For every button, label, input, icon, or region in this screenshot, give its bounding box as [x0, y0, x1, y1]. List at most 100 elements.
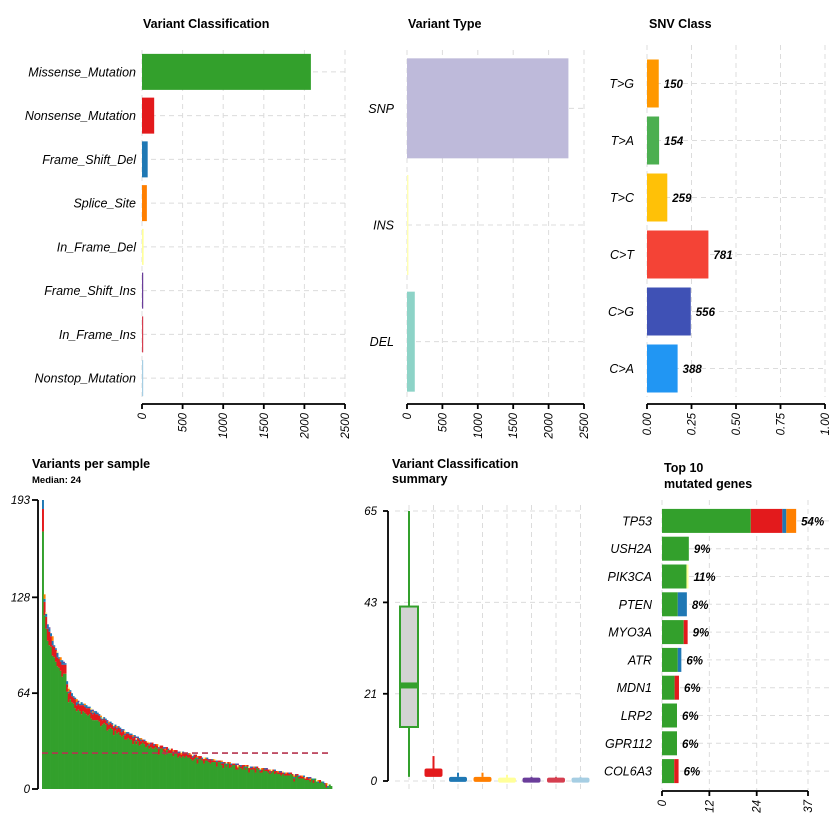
- sample-bar-segment: [225, 766, 228, 789]
- variant-classification-panel: Variant Classification Missense_Mutation N…: [25, 17, 352, 440]
- sample-bar-segment: [275, 772, 278, 789]
- sample-bar-segment: [222, 768, 225, 789]
- sample-bar-segment: [137, 738, 140, 742]
- sample-bar-segment: [146, 742, 149, 746]
- sample-bar-segment: [108, 721, 111, 724]
- sample-bar-segment: [183, 753, 186, 758]
- sample-bar-segment: [80, 702, 83, 706]
- sample-bar-segment: [211, 762, 214, 789]
- sample-bar-segment: [178, 751, 181, 754]
- sample-bar-segment: [91, 709, 94, 712]
- sample-bar-segment: [185, 756, 188, 789]
- sample-bar-segment: [222, 763, 225, 769]
- sample-bar-segment: [111, 724, 114, 730]
- sample-bar-segment: [114, 724, 117, 727]
- sample-bar-segment: [56, 657, 59, 667]
- sample-bar-segment: [212, 760, 215, 763]
- sample-bar-segment: [216, 760, 218, 763]
- sample-bar-segment: [135, 738, 138, 740]
- sample-bar-segment: [138, 739, 141, 746]
- bar-nonsense-mutation: [142, 97, 155, 134]
- sample-bar-segment: [303, 775, 305, 778]
- sample-bar-segment: [191, 760, 194, 789]
- bar-nonstop-mutation: [142, 360, 144, 397]
- sample-bar-segment: [91, 720, 94, 789]
- x-tick-label: 0.25: [687, 412, 699, 435]
- sample-bar-segment: [95, 711, 98, 715]
- category-label-frame-shift-ins: Frame_Shift_Ins: [44, 284, 136, 298]
- sample-bar-segment: [74, 699, 77, 709]
- sample-bar-segment: [91, 712, 94, 715]
- sample-bar-segment: [293, 775, 296, 778]
- summary-title-line2: summary: [392, 472, 448, 486]
- sample-bar-segment: [74, 708, 77, 789]
- sample-bar-segment: [154, 744, 157, 748]
- sample-bar-segment: [133, 736, 136, 742]
- sample-bar-segment: [312, 778, 315, 781]
- bar-frame-shift-ins: [142, 272, 144, 309]
- sample-bar-segment: [104, 720, 107, 725]
- sample-bar-segment: [77, 703, 80, 710]
- sample-bar-segment: [162, 747, 165, 749]
- sample-bar-segment: [151, 742, 154, 749]
- sample-bar-segment: [156, 745, 159, 749]
- sample-bar-segment: [225, 763, 228, 766]
- sample-bar-segment: [233, 765, 236, 789]
- sample-bar-segment: [67, 702, 70, 789]
- sample-bar-segment: [53, 657, 56, 789]
- sample-bar-segment: [67, 688, 70, 692]
- sample-bar-segment: [101, 724, 104, 789]
- gene-label-ush2a: USH2A: [610, 542, 652, 556]
- sample-bar-segment: [56, 666, 59, 789]
- sample-bar-segment: [104, 718, 107, 721]
- sample-bar-segment: [267, 772, 270, 789]
- sample-bar-segment: [303, 777, 305, 779]
- x-tick-label: 500: [437, 412, 449, 432]
- sample-bar-segment: [77, 700, 80, 703]
- sample-bar-segment: [79, 711, 82, 789]
- sample-bar-segment: [199, 759, 202, 789]
- sample-bar-segment: [245, 766, 247, 769]
- sample-bar-segment: [117, 732, 120, 789]
- sample-bar-segment: [267, 769, 270, 773]
- sample-bar-segment: [93, 720, 96, 789]
- sample-bar-segment: [220, 765, 223, 789]
- sample-bar-segment: [309, 778, 312, 781]
- sample-bar-segment: [193, 759, 196, 789]
- sample-bar-segment: [256, 768, 259, 789]
- gene-bar-tp53-frame-shift-del: [782, 508, 787, 533]
- sample-bar-segment: [43, 601, 46, 616]
- sample-bar-segment: [82, 711, 85, 789]
- sample-bar-segment: [45, 612, 48, 614]
- sample-bar-segment: [251, 768, 254, 770]
- sample-bar-segment: [148, 748, 151, 789]
- sample-bar-segment: [254, 766, 257, 769]
- sample-bar-segment: [278, 774, 281, 789]
- percent-label-atr: 6%: [686, 655, 703, 667]
- sample-bar-segment: [45, 628, 48, 789]
- sample-bar-segment: [116, 726, 119, 728]
- sample-bar-segment: [191, 754, 194, 757]
- box-nonstop-mutation: [571, 777, 590, 783]
- sample-bar-segment: [137, 741, 140, 789]
- sample-bar-segment: [146, 741, 149, 743]
- sample-bar-segment: [109, 727, 112, 789]
- sample-bar-segment: [309, 781, 312, 789]
- x-tick-label: 1500: [259, 412, 271, 438]
- sample-bar-segment: [288, 772, 291, 775]
- sample-bar-segment: [291, 774, 294, 776]
- sample-bar-segment: [79, 702, 82, 704]
- sample-bar-segment: [198, 759, 201, 789]
- sample-bar-segment: [203, 759, 206, 764]
- sample-bar-segment: [127, 738, 130, 789]
- sample-bar-segment: [75, 699, 78, 703]
- sample-bar-segment: [46, 640, 49, 789]
- count-label-c-t: 781: [713, 250, 732, 262]
- sample-bar-segment: [264, 771, 267, 789]
- sample-bar-segment: [100, 718, 102, 727]
- sample-bar-segment: [100, 726, 102, 789]
- sample-bar-segment: [280, 772, 283, 776]
- gene-bar-myo3a-nonsense-mutation: [683, 620, 688, 645]
- sample-bar-segment: [164, 748, 167, 751]
- sample-bar-segment: [294, 777, 297, 789]
